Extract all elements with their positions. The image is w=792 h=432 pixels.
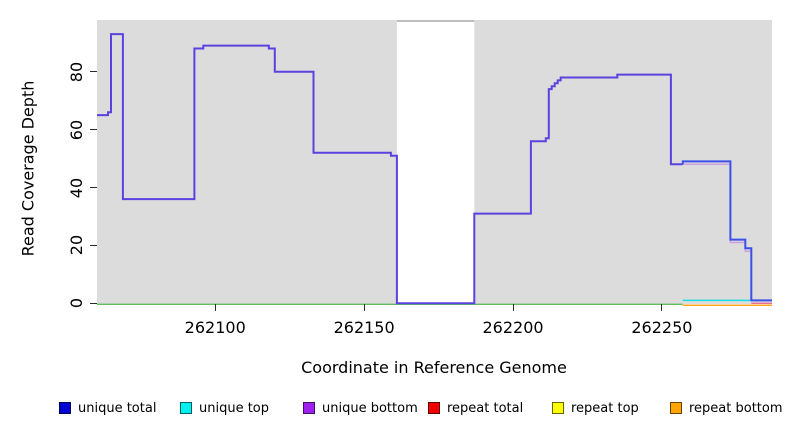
- legend-label-unique-total: unique total: [78, 401, 157, 416]
- y-tick-label: 0: [66, 298, 86, 309]
- y-tick-mark: [90, 71, 97, 73]
- legend-label-unique-top: unique top: [199, 401, 270, 416]
- y-tick-mark: [90, 302, 97, 304]
- series-6: [681, 160, 772, 302]
- legend-swatch-unique-top: [180, 402, 192, 414]
- y-tick-mark: [90, 129, 97, 131]
- legend-swatch-repeat-total: [428, 402, 440, 414]
- x-tick-label: 262200: [482, 318, 544, 337]
- legend-swatch-unique-total: [59, 402, 71, 414]
- series-5: [97, 33, 683, 305]
- x-tick-mark: [661, 304, 663, 311]
- y-tick-label: 60: [66, 119, 86, 140]
- legend-swatch-repeat-top: [552, 402, 564, 414]
- legend-label-repeat-top: repeat top: [571, 401, 639, 416]
- x-tick-mark: [512, 304, 514, 311]
- legend: unique total unique top unique bottom repea…: [0, 396, 792, 424]
- x-tick-mark: [214, 304, 216, 311]
- y-tick-mark: [90, 244, 97, 246]
- plot-area: [97, 20, 772, 307]
- no-data-gap: [396, 20, 475, 304]
- x-tick-mark: [363, 304, 365, 311]
- y-tick-mark: [90, 187, 97, 188]
- y-tick-label: 20: [66, 235, 86, 256]
- x-tick-label: 262150: [333, 318, 395, 337]
- y-axis-title: Read Coverage Depth: [18, 80, 38, 257]
- series-4: [682, 163, 752, 252]
- coverage-step-chart: [97, 20, 772, 307]
- x-tick-label: 262100: [184, 318, 246, 337]
- x-tick-label: 262250: [631, 318, 693, 337]
- legend-label-unique-bottom: unique bottom: [322, 401, 418, 416]
- legend-swatch-repeat-bottom: [670, 402, 682, 414]
- legend-swatch-unique-bottom: [303, 402, 315, 414]
- legend-label-repeat-bottom: repeat bottom: [689, 401, 783, 416]
- y-tick-label: 80: [66, 61, 86, 82]
- y-tick-label: 40: [66, 177, 86, 198]
- legend-label-repeat-total: repeat total: [447, 401, 524, 416]
- x-axis-title: Coordinate in Reference Genome: [301, 358, 567, 377]
